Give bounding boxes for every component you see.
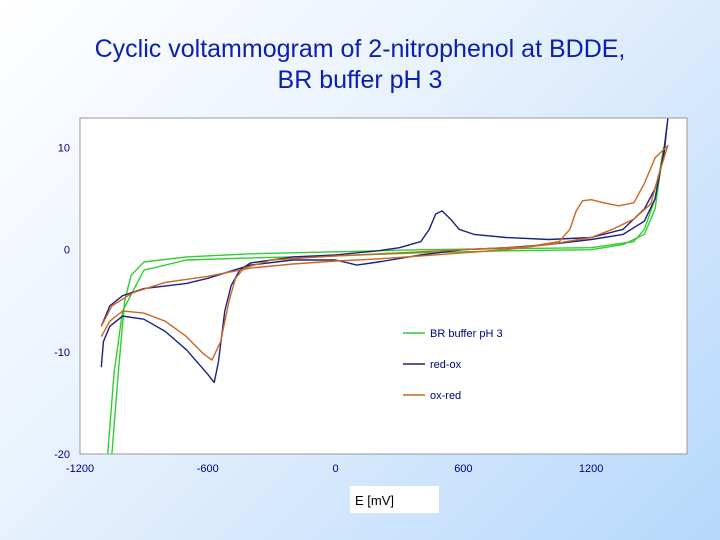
x-tick-labels: -1200 -600 0 600 1200 bbox=[66, 463, 603, 475]
x-axis-label-text: E [mV] bbox=[355, 493, 394, 508]
slide-title-line-2: BR buffer pH 3 bbox=[277, 66, 443, 94]
legend-label: ox-red bbox=[430, 390, 461, 402]
x-tick-label: -600 bbox=[197, 463, 219, 475]
legend-label: red-ox bbox=[430, 359, 462, 371]
x-axis-label: E [mV] bbox=[350, 486, 439, 513]
plot-area bbox=[79, 117, 688, 455]
series-layer bbox=[100, 118, 669, 454]
x-tick-label: 1200 bbox=[579, 463, 603, 475]
y-tick-label: -10 bbox=[54, 347, 70, 359]
y-tick-labels: 10 0 -10 -20 bbox=[54, 143, 70, 461]
legend: BR buffer pH 3 red-ox ox-red bbox=[403, 328, 503, 402]
x-tick-label: 0 bbox=[333, 463, 339, 475]
x-axis-label-box bbox=[350, 486, 439, 513]
legend-label: BR buffer pH 3 bbox=[430, 328, 503, 340]
x-tick-label: -1200 bbox=[66, 463, 94, 475]
y-tick-label: 0 bbox=[64, 245, 70, 257]
series-line-2 bbox=[100, 118, 669, 384]
slide-title: Cyclic voltammogram of 2-nitrophenol at … bbox=[0, 34, 720, 96]
x-tick-label: 600 bbox=[454, 463, 472, 475]
series-line-3 bbox=[100, 144, 669, 361]
y-tick-label: -20 bbox=[54, 449, 70, 461]
y-tick-label: 10 bbox=[58, 143, 70, 155]
slide-title-line-1: Cyclic voltammogram of 2-nitrophenol at … bbox=[94, 35, 626, 63]
